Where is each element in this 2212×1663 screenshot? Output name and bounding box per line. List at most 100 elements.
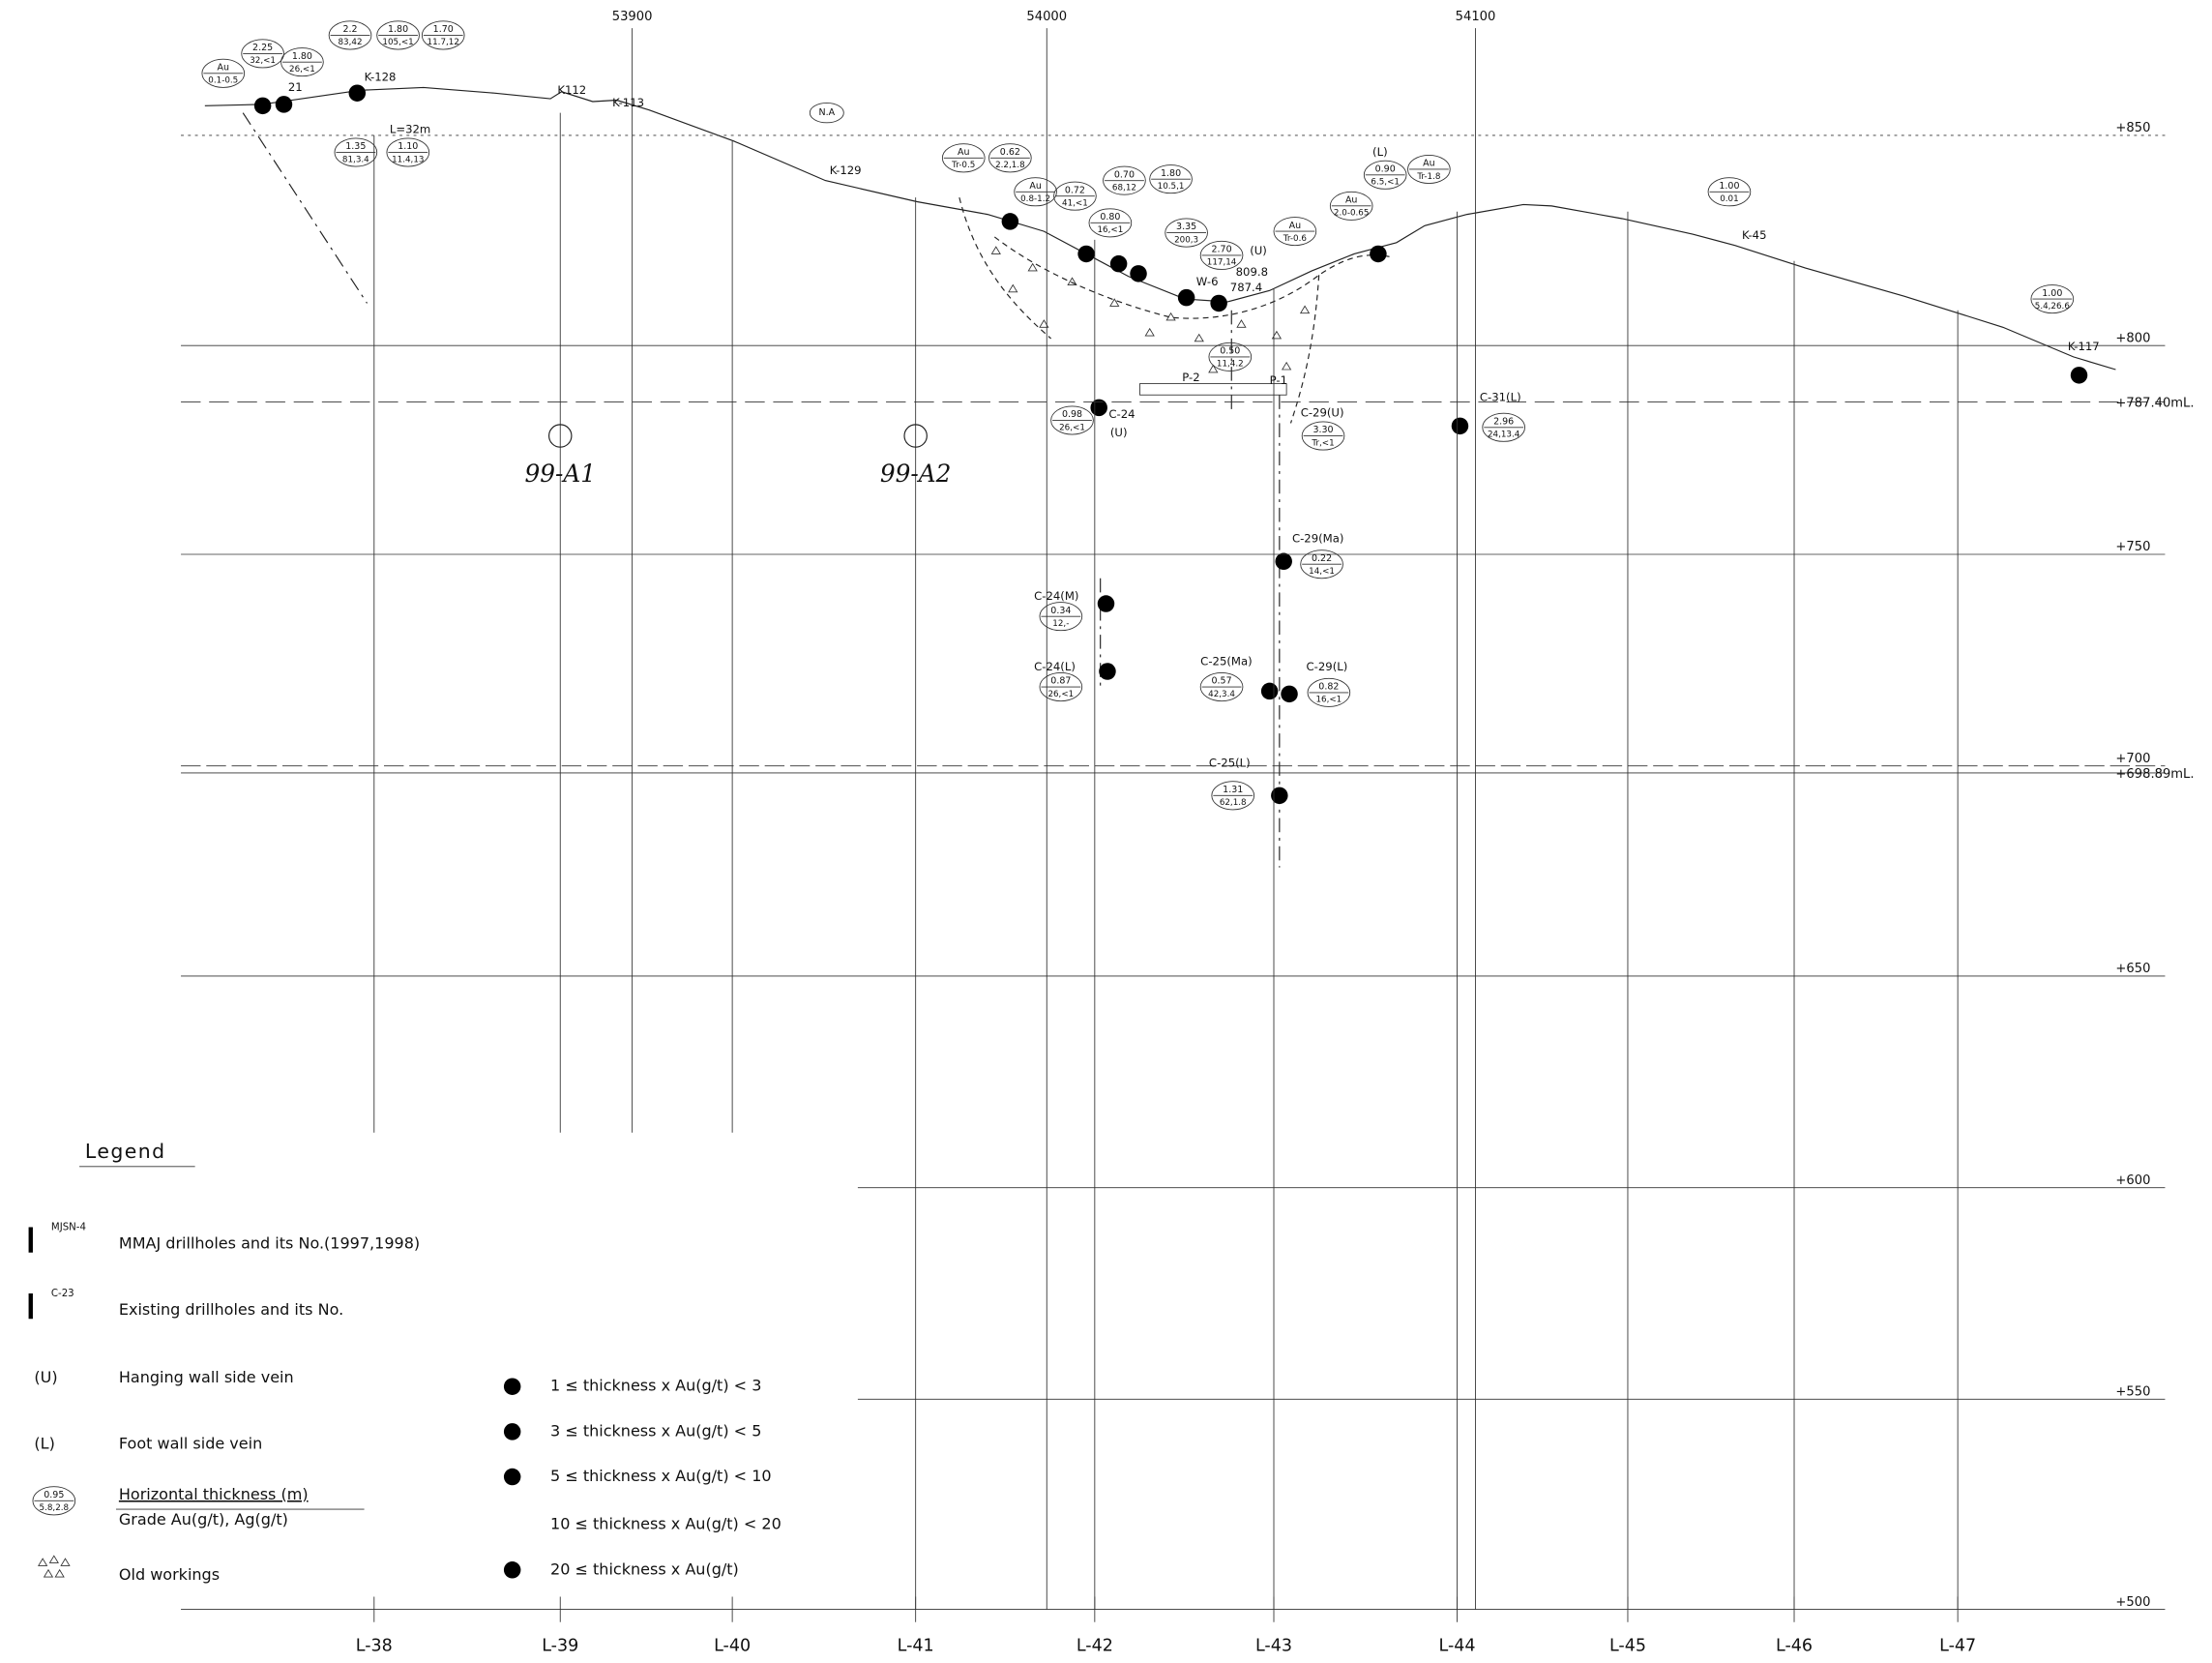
elevation-label: +787.40mL. (2115, 396, 2194, 410)
sample-bottom: 0.8-1.2 (1020, 194, 1050, 204)
sample-top: 0.57 (1212, 676, 1232, 687)
sample-top: Au (1289, 221, 1301, 231)
sample-dot (2071, 367, 2087, 383)
section-label: L-41 (898, 1637, 934, 1656)
sample-bottom: 16,<1 (1315, 696, 1342, 705)
hole-label: K-117 (2068, 340, 2100, 353)
legend-grade: 1 ≤ thickness x Au(g/t) < 3 (550, 1377, 761, 1395)
sample-top: 0.62 (1000, 147, 1020, 158)
hole-label: (L) (1372, 145, 1388, 159)
sample-dot (254, 98, 271, 114)
sample-bottom: 68,12 (1112, 183, 1136, 193)
sample-dot (1370, 246, 1386, 262)
hole-label: C-25(L) (1209, 756, 1251, 769)
sample-top: 2.25 (252, 43, 273, 53)
sample-top: 1.00 (2042, 288, 2062, 299)
sample-bottom: 11,4.2 (1217, 360, 1244, 370)
old-working-mark (1301, 306, 1310, 312)
sample-dot (349, 84, 366, 101)
legend-dot (504, 1378, 520, 1394)
sample-top: 2.2 (342, 24, 357, 35)
hole-label: P-2 (1182, 371, 1199, 384)
legend-old-working-mark (55, 1570, 64, 1577)
hole-label: K-113 (612, 96, 644, 109)
sample-top: 1.80 (292, 51, 312, 62)
hole-label: C-24(L) (1034, 660, 1076, 673)
section-label: L-44 (1439, 1637, 1476, 1656)
legend-text: Hanging wall side vein (119, 1368, 294, 1386)
legend-old-working-mark (49, 1556, 58, 1562)
legend-text: Foot wall side vein (119, 1435, 262, 1453)
elevation-label: +600 (2115, 1173, 2150, 1188)
sample-bottom: 12,- (1052, 619, 1069, 629)
sample-bottom: 2.0-0.65 (1334, 209, 1370, 219)
section-label: L-46 (1776, 1637, 1813, 1656)
sample-bottom: 2.2,1.8 (995, 161, 1025, 170)
section-label: L-43 (1255, 1637, 1292, 1656)
hole-label: C-25(Ma) (1200, 654, 1252, 668)
adit (1139, 384, 1286, 396)
legend-old-working-mark (39, 1559, 47, 1565)
sample-top: 2.70 (1212, 245, 1232, 255)
planned-hole-label: 99-A1 (524, 460, 596, 488)
sample-bottom: Tr-0.5 (951, 161, 975, 170)
sample-top: 0.34 (1050, 606, 1071, 616)
hole-label: (U) (1250, 244, 1267, 257)
old-working-mark (1110, 299, 1119, 306)
legend-old-working-mark (61, 1559, 70, 1565)
easting-label: 54000 (1026, 10, 1067, 24)
sample-bottom: 200,3 (1174, 235, 1198, 245)
sample-top: 0.90 (1375, 163, 1396, 174)
sample-top: 0.72 (1065, 185, 1085, 195)
sample-dot (276, 96, 292, 112)
sample-bottom: Tr,<1 (1311, 438, 1334, 448)
legend-dot (504, 1423, 520, 1440)
sample-top: 1.31 (1223, 785, 1243, 795)
sample-top: 1.35 (345, 141, 366, 152)
old-working-mark (1009, 285, 1018, 292)
sample-top: Au (218, 62, 229, 73)
elevation-label: +698.89mL. (2115, 767, 2194, 782)
old-workings-outline (959, 197, 1390, 423)
hole-label: K-129 (830, 163, 862, 177)
legend-sample-top: 0.95 (44, 1490, 64, 1500)
sample-bottom: 16,<1 (1097, 225, 1123, 235)
sample-top: Au (1345, 195, 1357, 206)
sample-bottom: 14,<1 (1309, 567, 1335, 577)
hole-label: 21 (288, 80, 303, 94)
legend-code: C-23 (51, 1289, 74, 1299)
elevation-label: +700 (2115, 752, 2150, 766)
sample-top: 3.30 (1312, 425, 1333, 435)
old-working-mark (1194, 335, 1203, 342)
legend-old-working-mark (44, 1570, 53, 1577)
sample-top: 0.22 (1312, 553, 1332, 564)
sample-top: Au (1029, 181, 1041, 192)
legend-grade: 20 ≤ thickness x Au(g/t) (550, 1559, 739, 1578)
sample-dot (1452, 418, 1468, 434)
hole-label: (U) (1110, 426, 1128, 439)
hole-label: C-29(U) (1301, 406, 1344, 420)
elevation-label: +750 (2115, 540, 2150, 554)
legend-sample-bottom: 5.8,2.8 (40, 1503, 70, 1513)
hole-label: N.A (819, 107, 836, 118)
hole-label: K-128 (365, 71, 397, 84)
sample-bottom: 32,<1 (250, 56, 276, 66)
legend-grade: 10 ≤ thickness x Au(g/t) < 20 (550, 1515, 782, 1533)
sample-bottom: 42,3.4 (1208, 690, 1235, 699)
sample-top: 0.70 (1114, 169, 1135, 180)
easting-label: 53900 (612, 10, 653, 24)
sample-bottom: 117,14 (1207, 258, 1237, 268)
sample-top: Au (958, 147, 969, 158)
section-label: L-39 (542, 1637, 578, 1656)
sample-top: 3.35 (1176, 222, 1196, 232)
hole-label: 787.4 (1230, 281, 1262, 294)
legend-text: Horizontal thickness (m) (119, 1485, 309, 1503)
elevation-label: +500 (2115, 1595, 2150, 1610)
old-working-mark (1145, 329, 1154, 336)
hole-label: C-24 (1108, 407, 1135, 421)
legend-code: (L) (34, 1435, 54, 1453)
section-label: L-38 (356, 1637, 393, 1656)
sample-top: 0.82 (1318, 682, 1339, 693)
hole-label: K112 (557, 83, 586, 97)
hole-label: C-29(Ma) (1292, 531, 1343, 545)
